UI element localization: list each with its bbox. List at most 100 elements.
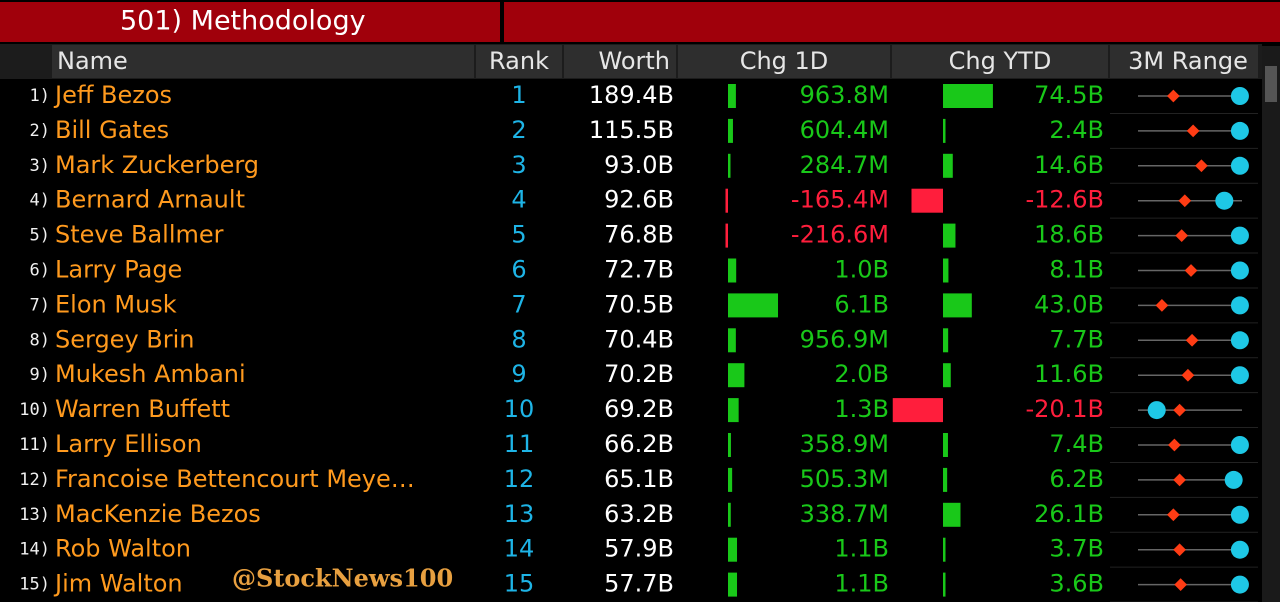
- worth: 63.2B: [604, 500, 674, 528]
- row-index: 6): [30, 261, 50, 281]
- title-panel[interactable]: [0, 2, 500, 42]
- row-index: 14): [19, 540, 50, 560]
- chg-ytd: 18.6B: [1034, 221, 1104, 249]
- gain-bar: [728, 84, 736, 108]
- gain-bar: [728, 502, 731, 527]
- row-index: 7): [30, 295, 50, 315]
- chg-ytd: -12.6B: [1025, 186, 1104, 214]
- person-name[interactable]: Jeff Bezos: [53, 81, 172, 109]
- rank: 2: [511, 116, 526, 144]
- chg-ytd: 2.4B: [1049, 116, 1104, 144]
- chg-ytd: 11.6B: [1034, 360, 1104, 388]
- range-current: [1215, 191, 1234, 210]
- range-current: [1230, 226, 1249, 245]
- rank: 13: [504, 500, 535, 528]
- chg-1d: -216.6M: [791, 221, 889, 249]
- person-name[interactable]: Rob Walton: [55, 535, 191, 563]
- row-index: 9): [30, 365, 50, 385]
- gain-bar: [943, 293, 972, 318]
- range-current: [1230, 87, 1249, 105]
- person-name[interactable]: Warren Buffett: [55, 395, 230, 423]
- chg-ytd: 43.0B: [1034, 290, 1104, 318]
- range-current: [1224, 470, 1243, 489]
- person-name[interactable]: Bill Gates: [55, 116, 169, 144]
- worth: 57.9B: [604, 535, 674, 563]
- worth: 93.0B: [604, 151, 674, 179]
- chg-ytd: 7.4B: [1049, 430, 1104, 458]
- rank: 10: [504, 395, 535, 423]
- chg-1d: 1.1B: [834, 535, 889, 563]
- chg-1d: 956.9M: [800, 325, 889, 353]
- rank: 15: [504, 570, 535, 598]
- chg-1d: -165.4M: [791, 186, 889, 214]
- range-current: [1230, 575, 1249, 594]
- person-name[interactable]: Elon Musk: [55, 290, 177, 318]
- chg-ytd: 74.5B: [1034, 81, 1104, 109]
- gain-bar: [728, 467, 733, 492]
- worth: 92.6B: [604, 186, 674, 214]
- scroll-thumb[interactable]: [1265, 66, 1277, 102]
- panel-title[interactable]: 501) Methodology: [120, 6, 366, 37]
- gain-bar: [943, 363, 951, 388]
- person-name[interactable]: Francoise Bettencourt Meye…: [55, 465, 415, 493]
- scrollbar[interactable]: [1262, 46, 1280, 602]
- gain-bar: [728, 433, 731, 457]
- gain-bar: [943, 467, 948, 492]
- worth: 72.7B: [604, 256, 674, 284]
- chg-1d: 6.1B: [834, 290, 889, 318]
- person-name[interactable]: Mukesh Ambani: [55, 360, 246, 388]
- person-name[interactable]: Larry Ellison: [55, 430, 202, 458]
- row-index: 8): [30, 330, 50, 350]
- range-current: [1230, 156, 1249, 175]
- column-header: Worth: [599, 47, 671, 75]
- gain-bar: [728, 398, 739, 423]
- person-name[interactable]: Sergey Brin: [55, 325, 195, 353]
- range-current: [1230, 505, 1249, 524]
- person-name[interactable]: Larry Page: [55, 256, 182, 284]
- loss-bar: [725, 223, 728, 248]
- row-index: 2): [30, 121, 50, 141]
- chg-1d: 963.8M: [800, 81, 889, 109]
- chg-1d: 338.7M: [800, 500, 889, 528]
- chg-ytd: 3.6B: [1049, 570, 1104, 598]
- gain-bar: [728, 572, 738, 597]
- loss-bar: [725, 188, 728, 213]
- chg-ytd: 3.7B: [1049, 535, 1104, 563]
- worth: 115.5B: [589, 116, 674, 144]
- gain-bar: [728, 258, 737, 283]
- row-index: 10): [19, 400, 50, 420]
- gain-bar: [943, 572, 946, 597]
- chg-1d: 1.3B: [834, 395, 889, 423]
- row-index: 3): [30, 156, 50, 176]
- title-bar: [504, 2, 1280, 42]
- row-index: 1): [30, 86, 50, 106]
- range-current: [1230, 436, 1249, 454]
- person-name[interactable]: Bernard Arnault: [55, 186, 245, 214]
- rank: 12: [504, 465, 535, 493]
- rank: 9: [511, 360, 526, 388]
- rank: 7: [511, 290, 526, 318]
- range-current: [1230, 331, 1249, 350]
- person-name[interactable]: Mark Zuckerberg: [55, 151, 259, 179]
- gain-bar: [943, 223, 956, 248]
- chg-ytd: 8.1B: [1049, 256, 1104, 284]
- rank: 11: [504, 430, 535, 458]
- loss-bar: [911, 188, 943, 213]
- worth: 66.2B: [604, 430, 674, 458]
- worth: 57.7B: [604, 570, 674, 598]
- gain-bar: [943, 502, 961, 527]
- rank: 5: [511, 221, 526, 249]
- person-name[interactable]: MacKenzie Bezos: [55, 500, 261, 528]
- worth: 76.8B: [604, 221, 674, 249]
- gain-bar: [728, 328, 736, 353]
- worth: 189.4B: [589, 81, 674, 109]
- person-name[interactable]: Jim Walton: [53, 570, 183, 598]
- range-current: [1230, 296, 1249, 315]
- gain-bar: [728, 153, 731, 178]
- person-name[interactable]: Steve Ballmer: [55, 221, 224, 249]
- header-cell: [678, 45, 890, 78]
- rank: 14: [504, 535, 535, 563]
- range-current: [1230, 366, 1249, 385]
- worth: 69.2B: [604, 395, 674, 423]
